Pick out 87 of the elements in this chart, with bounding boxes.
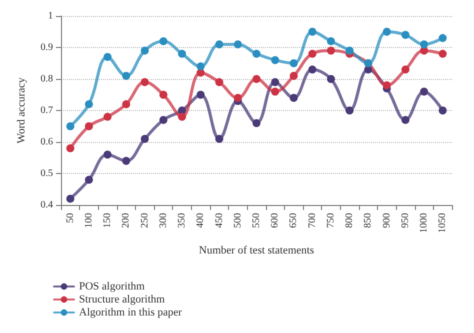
point	[122, 156, 130, 165]
x-tick-label: 400	[195, 213, 206, 228]
y-tick-label: 0.5	[40, 168, 53, 179]
point	[66, 194, 74, 203]
y-axis-title: Word accuracy	[16, 77, 28, 144]
point	[140, 78, 149, 86]
point	[196, 90, 205, 99]
x-tick-label: 950	[400, 213, 411, 228]
point	[420, 88, 428, 96]
point	[438, 106, 447, 114]
point	[159, 37, 168, 46]
point	[271, 56, 280, 64]
point	[196, 62, 205, 70]
point	[401, 66, 410, 74]
x-tick-label: 700	[306, 213, 318, 228]
point	[438, 34, 447, 42]
point	[178, 112, 186, 121]
x-tick-label: 850	[362, 213, 374, 228]
x-tick-label: 1000	[418, 213, 430, 233]
point	[104, 52, 112, 61]
legend-label: POS algorithm	[79, 280, 146, 292]
point	[308, 28, 316, 36]
x-tick-label: 150	[102, 213, 114, 228]
point	[159, 116, 168, 124]
point	[215, 40, 224, 48]
legend-label: Algorithm in this paper	[79, 306, 182, 318]
point	[104, 150, 112, 159]
point	[326, 37, 335, 46]
point	[104, 112, 112, 121]
x-tick-label: 450	[214, 213, 225, 228]
point	[84, 100, 93, 108]
x-tick-label: 1050	[437, 213, 448, 233]
point	[346, 106, 354, 114]
y-tick-label: 0.8	[40, 74, 53, 84]
point	[252, 50, 260, 58]
y-tick-label: 0.7	[40, 105, 53, 116]
x-axis-title: Number of test statements	[198, 244, 314, 256]
point	[326, 75, 335, 83]
point	[382, 28, 391, 36]
x-tick-label: 900	[381, 213, 392, 228]
point	[308, 66, 316, 74]
y-tick-label: 1	[48, 10, 53, 22]
x-tick-label: 100	[83, 213, 94, 228]
x-tick-label: 50	[64, 213, 76, 223]
point	[66, 122, 74, 130]
point	[215, 78, 224, 86]
point	[122, 100, 130, 108]
point	[234, 40, 242, 48]
y-tick-label: 0.4	[40, 200, 53, 210]
point	[271, 88, 280, 96]
point	[326, 46, 335, 55]
point	[159, 90, 168, 99]
y-tick-label: 0.9	[40, 42, 53, 53]
x-tick-label: 250	[139, 213, 150, 228]
legend-label: Structure algorithm	[79, 294, 166, 306]
point	[178, 50, 186, 58]
x-tick-label: 800	[344, 213, 356, 228]
x-tick-label: 600	[270, 213, 281, 228]
x-tick-label: 500	[232, 213, 244, 228]
x-tick-label: 550	[251, 213, 262, 228]
x-tick-label: 750	[325, 213, 336, 228]
point	[122, 72, 130, 80]
point	[382, 81, 391, 90]
y-tick-label: 0.6	[40, 136, 53, 148]
x-tick-label: 200	[120, 213, 132, 228]
point	[438, 50, 447, 58]
point	[401, 30, 410, 39]
point	[252, 119, 260, 128]
x-tick-label: 650	[288, 213, 300, 228]
point	[290, 72, 298, 80]
point	[401, 116, 410, 124]
point	[290, 59, 298, 68]
point	[234, 94, 242, 102]
point	[84, 176, 93, 184]
point	[84, 122, 93, 130]
point	[252, 75, 260, 83]
x-tick-label: 350	[176, 213, 188, 228]
point	[290, 94, 298, 102]
point	[346, 46, 354, 55]
point	[140, 134, 149, 143]
point	[215, 134, 224, 143]
point	[66, 144, 74, 152]
point	[420, 40, 428, 48]
x-tick-label: 300	[158, 213, 169, 228]
point	[140, 46, 149, 55]
point	[308, 50, 316, 58]
point	[271, 78, 280, 86]
